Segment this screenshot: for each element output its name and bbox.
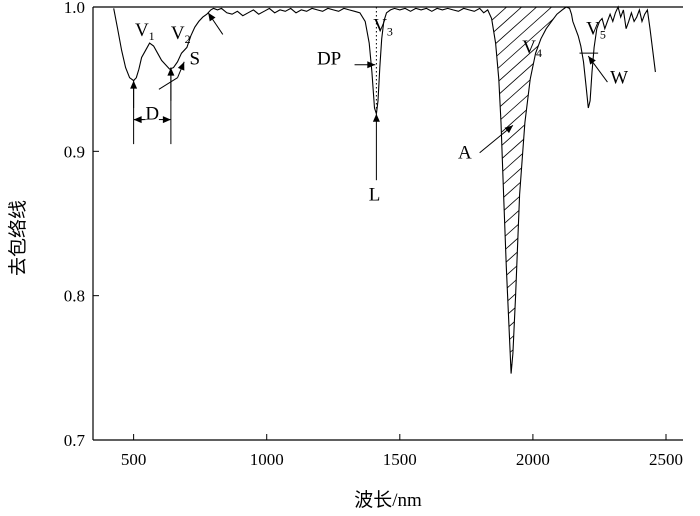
label-s: S	[190, 49, 201, 70]
label-d: D	[145, 104, 159, 125]
v2-min-arrow-head	[167, 67, 175, 76]
label-w: W	[610, 67, 628, 88]
hatch-line	[491, 7, 570, 374]
hatch-line	[491, 7, 507, 374]
y-axis-label: 去包络线	[7, 200, 29, 276]
v1-min-arrow-head	[130, 80, 138, 89]
a-arrow-head	[504, 125, 513, 134]
hatch-line	[491, 7, 570, 374]
hatch-line	[491, 7, 570, 374]
hatch-line	[672, 7, 700, 382]
y-tick-label: 0.9	[64, 142, 85, 161]
hatch-line	[612, 7, 700, 382]
hatch-line	[657, 7, 700, 382]
label-v3: V3	[373, 16, 393, 39]
hatch-line	[687, 7, 700, 382]
x-tick-label: 2500	[649, 450, 683, 469]
hatch-line	[582, 7, 700, 382]
hatch-line	[491, 7, 570, 374]
label-v5: V5	[586, 18, 606, 41]
hatch-line	[491, 7, 570, 374]
hatch-line	[597, 7, 700, 382]
absorption-area-hatch	[491, 7, 700, 382]
x-tick-label: 1000	[250, 450, 284, 469]
spectrum-line	[113, 5, 656, 374]
hatch-line	[491, 7, 570, 374]
label-a: A	[458, 143, 472, 164]
hatch-line	[491, 7, 570, 374]
hatch-line	[551, 7, 570, 374]
y-tick-label: 0.7	[64, 431, 86, 450]
hatch-line	[521, 7, 570, 374]
y-tick-label: 1.0	[64, 0, 85, 17]
l-arrow-head	[372, 113, 380, 122]
hatch-line	[491, 7, 570, 374]
s-tick-low	[158, 77, 178, 90]
hatch-line	[491, 7, 570, 374]
hatch-line	[536, 7, 570, 374]
hatch-line	[491, 7, 570, 374]
hatch-line	[491, 7, 492, 374]
x-axis-label: 波长/nm	[354, 489, 422, 511]
dp-arrow-head	[367, 61, 376, 69]
hatch-line	[566, 7, 570, 374]
annotation-arrows	[130, 12, 608, 181]
y-tick-label: 0.8	[64, 287, 85, 306]
hatch-line	[491, 7, 570, 374]
label-v1: V1	[135, 20, 155, 43]
label-v2: V2	[171, 23, 191, 46]
hatch-line	[491, 7, 570, 374]
x-ticks: 500 1000 1500 2000 2500	[121, 434, 683, 469]
s-arrow-high-head	[208, 12, 216, 22]
y-ticks: 0.7 0.8 0.9 1.0	[64, 0, 99, 450]
hatch-line	[491, 7, 570, 374]
hatch-line	[491, 7, 570, 374]
x-tick-label: 500	[121, 450, 147, 469]
hatch-line	[506, 7, 570, 374]
hatch-line	[627, 7, 700, 382]
label-l: L	[369, 184, 381, 205]
hatch-line	[491, 7, 570, 374]
hatch-line	[491, 7, 570, 374]
w-arrow-head	[588, 56, 596, 65]
label-dp: DP	[317, 49, 341, 70]
d-arrow-right-head	[162, 116, 171, 124]
x-tick-label: 1500	[383, 450, 417, 469]
hatch-line	[491, 7, 570, 374]
hatch-line	[491, 7, 570, 374]
x-tick-label: 2000	[516, 450, 550, 469]
label-v4: V4	[522, 37, 542, 60]
hatch-line	[642, 7, 700, 382]
s-arrow-low-head	[177, 61, 185, 71]
